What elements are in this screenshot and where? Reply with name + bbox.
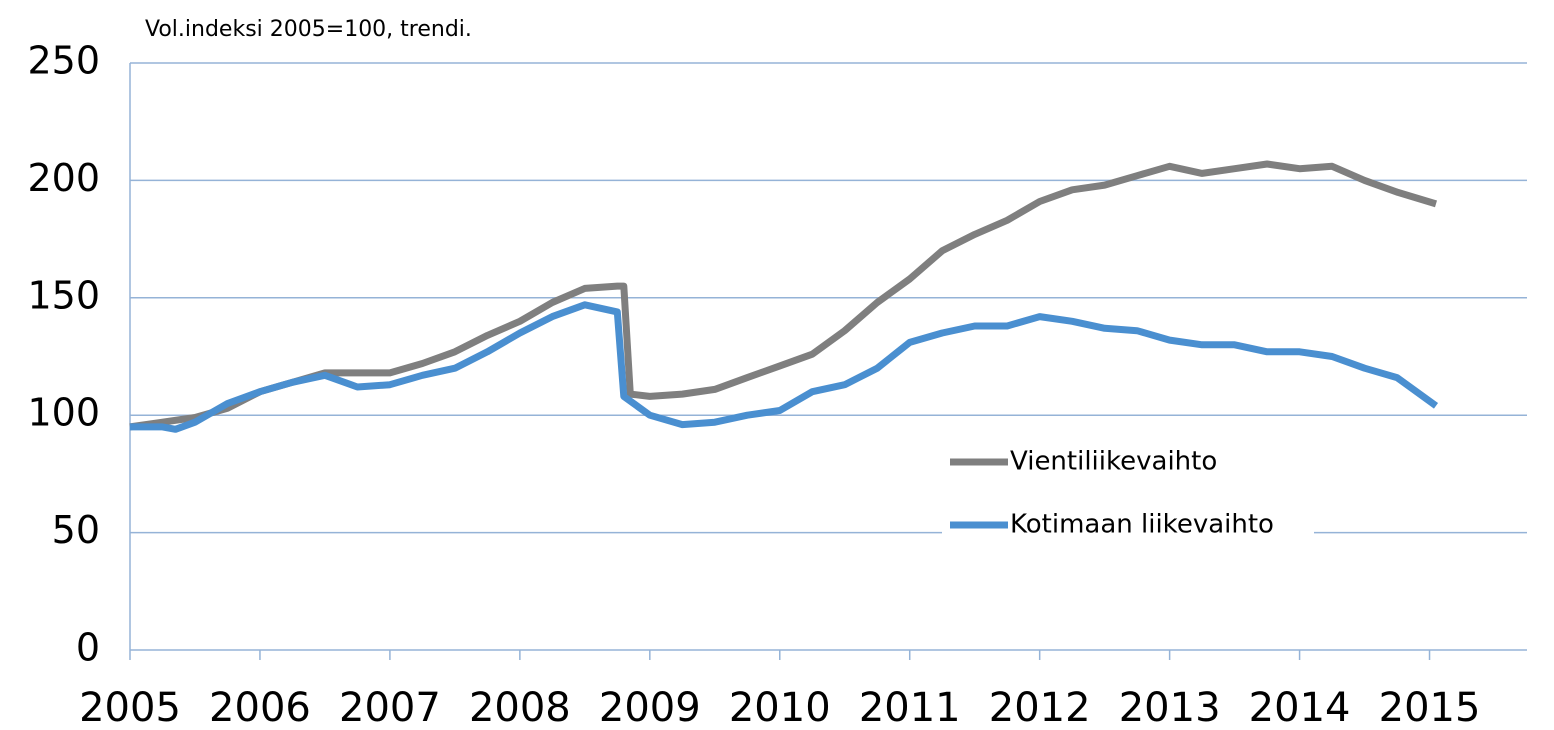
x-tick-label: 2014: [1249, 685, 1351, 730]
x-tick-label: 2013: [1119, 685, 1221, 730]
x-tick-label: 2010: [729, 685, 831, 730]
y-tick-label: 100: [27, 391, 100, 435]
y-tick-label: 200: [27, 156, 100, 200]
series-line: [129, 160, 1438, 431]
x-tick-label: 2006: [209, 685, 311, 730]
series-line: [130, 301, 1439, 433]
y-tick-label: 250: [27, 39, 100, 83]
x-tick-label: 2011: [859, 685, 961, 730]
y-tick-label: 0: [76, 626, 100, 670]
legend-label: Kotimaan liikevaihto: [1010, 510, 1274, 540]
x-tick-label: 2007: [339, 685, 441, 730]
y-tick-label: 50: [52, 508, 100, 552]
x-tick-label: 2015: [1379, 685, 1481, 730]
y-tick-label: 150: [27, 273, 100, 317]
legend-box: [942, 432, 1314, 555]
chart-subtitle: Vol.indeksi 2005=100, trendi.: [145, 17, 472, 42]
x-tick-label: 2009: [599, 685, 701, 730]
x-tick-label: 2012: [989, 685, 1091, 730]
legend-label: Vientiliikevaihto: [1010, 447, 1217, 477]
x-tick-label: 2005: [79, 685, 181, 730]
x-tick-label: 2008: [469, 685, 571, 730]
